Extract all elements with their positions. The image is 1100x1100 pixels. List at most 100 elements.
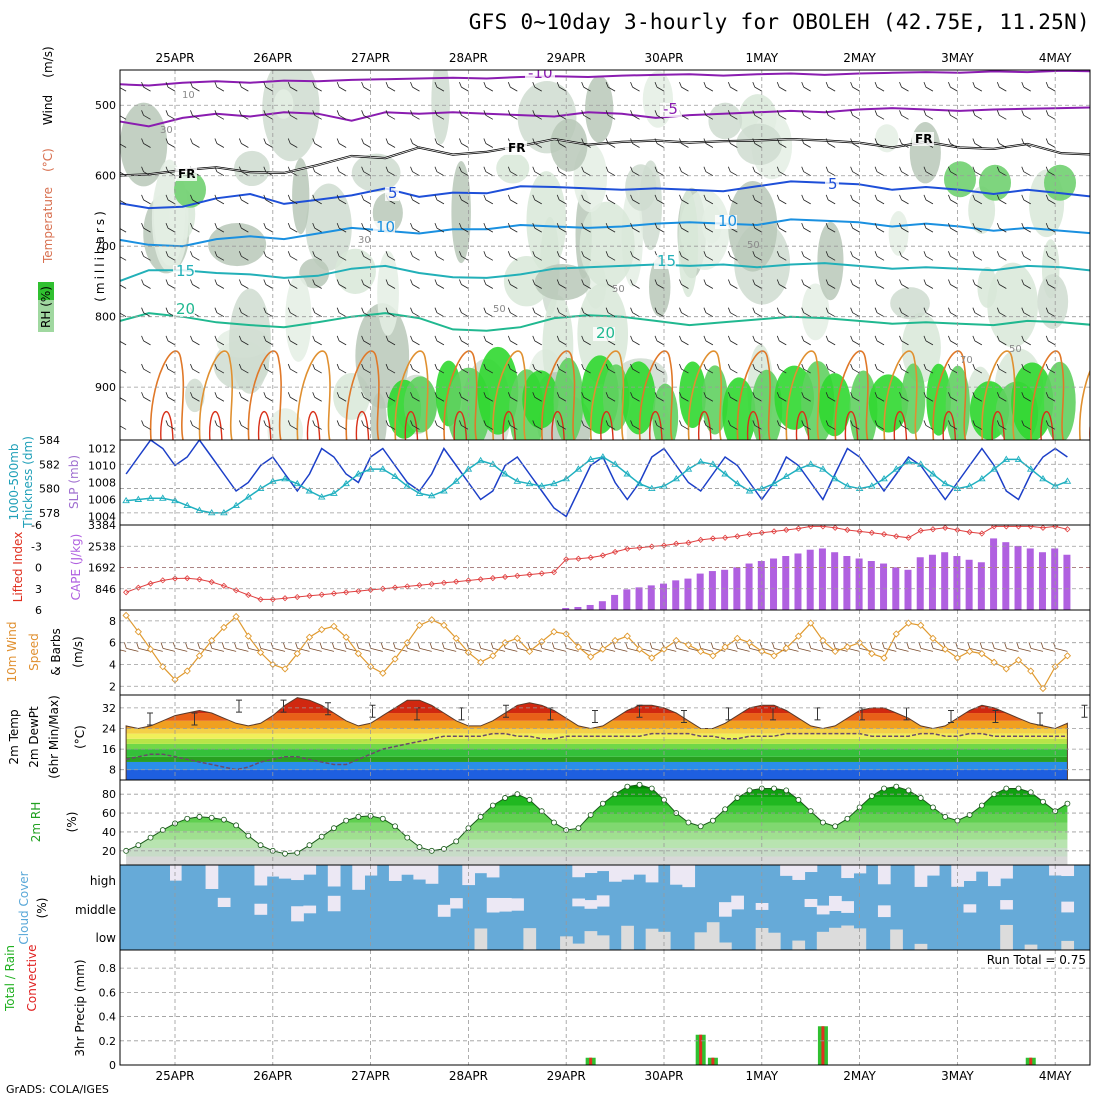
wind-speed-point — [330, 622, 338, 630]
cloud-gap-middle — [829, 895, 842, 912]
thickness-point — [721, 470, 729, 477]
thickness-point — [232, 501, 240, 509]
rh-point — [220, 816, 227, 823]
wind-barb — [776, 392, 787, 402]
wind-barb — [752, 392, 762, 402]
rh-point — [942, 813, 949, 820]
wind-barb — [605, 110, 616, 120]
wind-barb-10m — [356, 642, 371, 652]
wind-barb — [141, 194, 151, 205]
rh-contour-label: 30 — [358, 235, 371, 246]
wind-barb — [532, 363, 542, 374]
cloud-gap-middle — [327, 895, 341, 912]
temp-range-mark — [725, 707, 732, 721]
wind-barb — [630, 363, 640, 374]
wind-barb — [972, 279, 983, 289]
isotherm-label-bg — [660, 103, 682, 117]
wind-barb — [483, 363, 494, 374]
wind-barb — [948, 307, 958, 318]
wind-barb — [727, 194, 738, 205]
wind-barb — [483, 392, 494, 402]
wind-barb — [336, 110, 347, 120]
wind-barb — [361, 363, 371, 374]
rh-shade-region — [229, 288, 271, 394]
wind-barb — [679, 251, 689, 261]
rh-point — [1015, 785, 1022, 792]
rh-band — [126, 848, 1068, 857]
wind-barb — [385, 110, 396, 120]
slp-ytick: 1006 — [88, 494, 116, 507]
wind-speed-point — [232, 612, 240, 621]
rh-point — [636, 781, 643, 788]
wind-barb — [801, 335, 811, 346]
wind-barb — [336, 138, 347, 148]
wind-barb — [214, 81, 225, 92]
wind-barb — [238, 166, 249, 177]
wind-barb-10m — [1016, 642, 1031, 652]
wind-barb — [727, 307, 738, 318]
wind-barb-10m — [735, 642, 750, 652]
thickness-point — [244, 493, 253, 500]
li-point — [685, 539, 692, 546]
wind-barb — [165, 335, 176, 346]
cape-bar — [977, 562, 985, 610]
wind-barb — [679, 307, 689, 318]
wind-barb — [410, 166, 420, 177]
rh-point — [771, 785, 777, 792]
wind-barb — [165, 222, 176, 233]
cloud-gap-high — [963, 865, 977, 881]
temp-band — [126, 738, 1068, 744]
wind-barb — [434, 279, 445, 289]
wind-barb — [703, 307, 714, 318]
li-point — [245, 591, 252, 599]
wind-barb — [850, 251, 860, 261]
temperature-contour-warm — [1078, 369, 1090, 440]
temperature-contour-hot — [649, 411, 663, 440]
wind-speed-point — [733, 634, 741, 642]
upper-air-side-label: (°C) — [41, 148, 55, 172]
wind-speed-point — [428, 616, 436, 624]
wind-barb — [581, 392, 591, 402]
wind-barb — [556, 363, 567, 374]
wind-barb-10m — [796, 642, 811, 652]
wind-barb — [801, 110, 811, 120]
wind-barb — [679, 279, 689, 289]
wind-barb — [434, 420, 445, 430]
precip-ytick: 0.2 — [99, 1035, 117, 1048]
wind-barb — [214, 222, 225, 233]
wind-barb — [1021, 335, 1031, 346]
wind-barb — [556, 279, 567, 289]
wind-speed-point — [574, 643, 583, 651]
rh-point — [648, 785, 655, 792]
wind-speed-point — [305, 633, 314, 641]
date-label-bottom: 28APR — [449, 1069, 488, 1083]
cape-bar — [892, 567, 900, 610]
wind-barb — [385, 420, 396, 430]
wind-barb — [825, 251, 836, 261]
thickness-point — [403, 482, 412, 489]
temperature-contour-hot — [795, 411, 810, 440]
wind-speed-point — [354, 649, 363, 658]
wind-barb — [605, 420, 616, 430]
thickness-point — [745, 487, 754, 494]
wind-barb — [214, 251, 225, 261]
wind-barb — [385, 335, 396, 346]
wind-speed-point — [1039, 684, 1047, 693]
wind-barb — [825, 222, 836, 233]
thickness-point — [379, 465, 387, 472]
wind-barb — [654, 222, 665, 233]
wind-barb — [581, 222, 591, 233]
rh-point — [893, 783, 900, 790]
cape-bar — [770, 558, 778, 610]
wind-speed-point — [440, 621, 448, 629]
thickness-point — [635, 479, 644, 487]
upper-air-side-label: RH (%) — [39, 286, 53, 328]
wind-barb — [1045, 81, 1056, 92]
wind-barb — [679, 335, 689, 346]
temp-side-label: (6hr Min/Max) — [47, 695, 61, 779]
wind-barb — [556, 420, 567, 430]
wind-barb — [312, 335, 322, 346]
rh-shade-region — [708, 102, 743, 140]
wind-barb — [630, 194, 640, 205]
li-point — [135, 584, 142, 591]
